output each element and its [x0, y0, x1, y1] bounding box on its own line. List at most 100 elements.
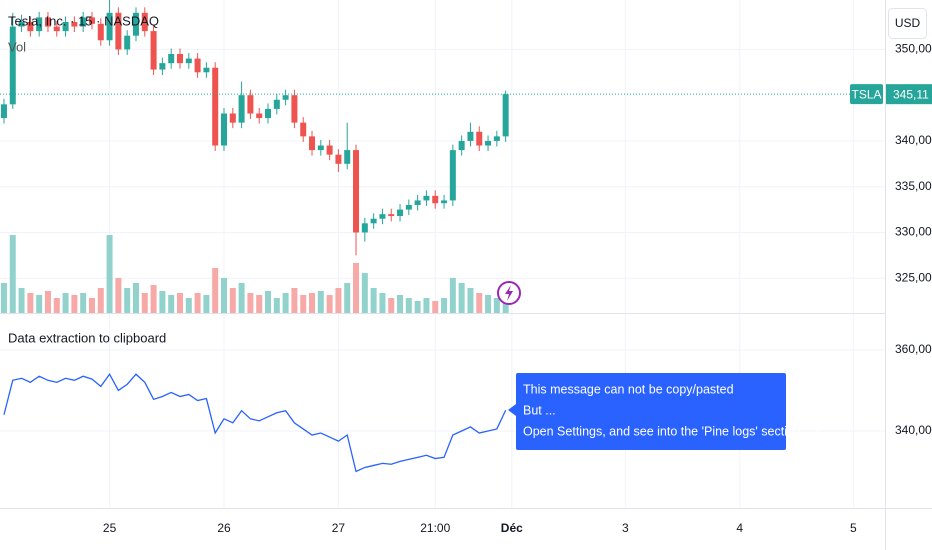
candle-body	[326, 145, 333, 155]
volume-label: Vol	[8, 39, 26, 54]
candle-body	[317, 145, 324, 151]
volume-bar	[291, 288, 298, 313]
time-tick-label: 5	[850, 521, 857, 535]
volume-bar	[97, 288, 104, 313]
time-tick-label: 27	[332, 521, 346, 535]
volume-bar	[485, 295, 492, 313]
candle-body	[361, 223, 368, 233]
candle-body	[88, 17, 95, 24]
candle-body	[185, 58, 192, 64]
candle-body	[159, 63, 166, 70]
volume-bar	[273, 298, 280, 313]
currency-label[interactable]: USD	[895, 16, 921, 30]
time-tick-label: 26	[217, 521, 231, 535]
volume-bar	[361, 273, 368, 313]
volume-bar	[379, 293, 386, 313]
indicator-layer	[3, 372, 507, 473]
candle-body	[212, 67, 219, 146]
candle-body	[309, 136, 316, 151]
candle-body	[485, 140, 492, 146]
volume-bar	[335, 288, 342, 313]
volume-bar	[317, 291, 324, 313]
candle-body	[370, 218, 377, 224]
volume-bar	[150, 285, 157, 313]
candle-body	[458, 140, 465, 151]
time-tick-label: 21:00	[420, 521, 450, 535]
volume-bar	[423, 298, 430, 313]
alert-bolt[interactable]	[505, 285, 513, 301]
time-tick-label: 25	[103, 521, 117, 535]
volume-bar	[388, 298, 395, 313]
volume-bar	[353, 263, 360, 313]
candle-body	[247, 95, 254, 114]
volume-bar	[44, 291, 51, 313]
candle-body	[80, 17, 87, 27]
volume-bar	[132, 283, 139, 313]
candle-body	[388, 214, 395, 216]
volume-bar	[397, 295, 404, 313]
volume-bar	[176, 293, 183, 313]
volume-bar	[36, 295, 43, 313]
volume-bar	[124, 288, 131, 313]
message-line: This message can not be copy/pasted	[523, 382, 734, 396]
candle-body	[18, 21, 25, 27]
candle-body	[168, 53, 175, 64]
axes: 25 26 27 21:00 Déc 3 4 5 325,00 330,00 335,00 340,0…	[103, 42, 932, 535]
price-tick-label: 340,00	[895, 133, 932, 147]
candle-body	[265, 108, 272, 119]
volume-bar	[344, 283, 351, 313]
price-tick-label: 340,00	[895, 423, 932, 437]
volume-bar	[300, 295, 307, 313]
candle-body	[405, 205, 412, 210]
candle-body	[221, 113, 228, 146]
alert-icon[interactable]	[497, 281, 521, 305]
volume-bar	[309, 293, 316, 313]
time-tick-label: Déc	[501, 521, 523, 535]
volume-bar	[326, 295, 333, 313]
candle-body	[273, 99, 280, 109]
volume-bar	[265, 291, 272, 313]
candle-body	[300, 122, 307, 137]
candle-body	[9, 26, 16, 105]
candle-body	[229, 113, 236, 123]
volume-bar	[203, 295, 210, 313]
message-line: But ...	[523, 403, 556, 417]
volume-bar	[449, 278, 456, 313]
candle-body	[344, 150, 351, 164]
volume-bar	[88, 298, 95, 313]
candle-body	[493, 136, 500, 141]
volume-layer	[0, 235, 509, 313]
price-tick-label: 360,00	[895, 342, 932, 356]
volume-bar	[141, 293, 148, 313]
volume-bar	[80, 293, 87, 313]
message-box: This message can not be copy/pasted But …	[508, 373, 819, 450]
candle-body	[36, 17, 43, 32]
symbol-badge	[850, 84, 883, 105]
time-tick-label: 3	[622, 521, 629, 535]
candle-body	[476, 131, 483, 146]
volume-bar	[9, 235, 16, 313]
price-tick-label: 350,00	[895, 42, 932, 56]
candle-body	[53, 26, 60, 32]
candle-body	[115, 12, 122, 50]
candle-body	[432, 195, 439, 204]
symbol-title: Tesla, Inc. · 15 · NASDAQ	[8, 13, 159, 28]
currency-button[interactable]	[888, 8, 927, 39]
volume-bar	[476, 293, 483, 313]
indicator-line	[3, 372, 507, 473]
volume-bar	[27, 293, 34, 313]
candle-body	[397, 209, 404, 216]
volume-bar	[256, 295, 263, 313]
last-price-badge	[886, 84, 932, 105]
volume-bar	[458, 283, 465, 313]
volume-bar	[168, 295, 175, 313]
candle-body	[423, 195, 430, 201]
volume-bar	[432, 301, 439, 313]
volume-bar	[221, 278, 228, 313]
candle-body	[176, 53, 183, 64]
candle-body	[27, 21, 34, 32]
indicator-title: Data extraction to clipboard	[8, 330, 166, 345]
volume-bar	[185, 298, 192, 313]
volume-bar	[441, 298, 448, 313]
